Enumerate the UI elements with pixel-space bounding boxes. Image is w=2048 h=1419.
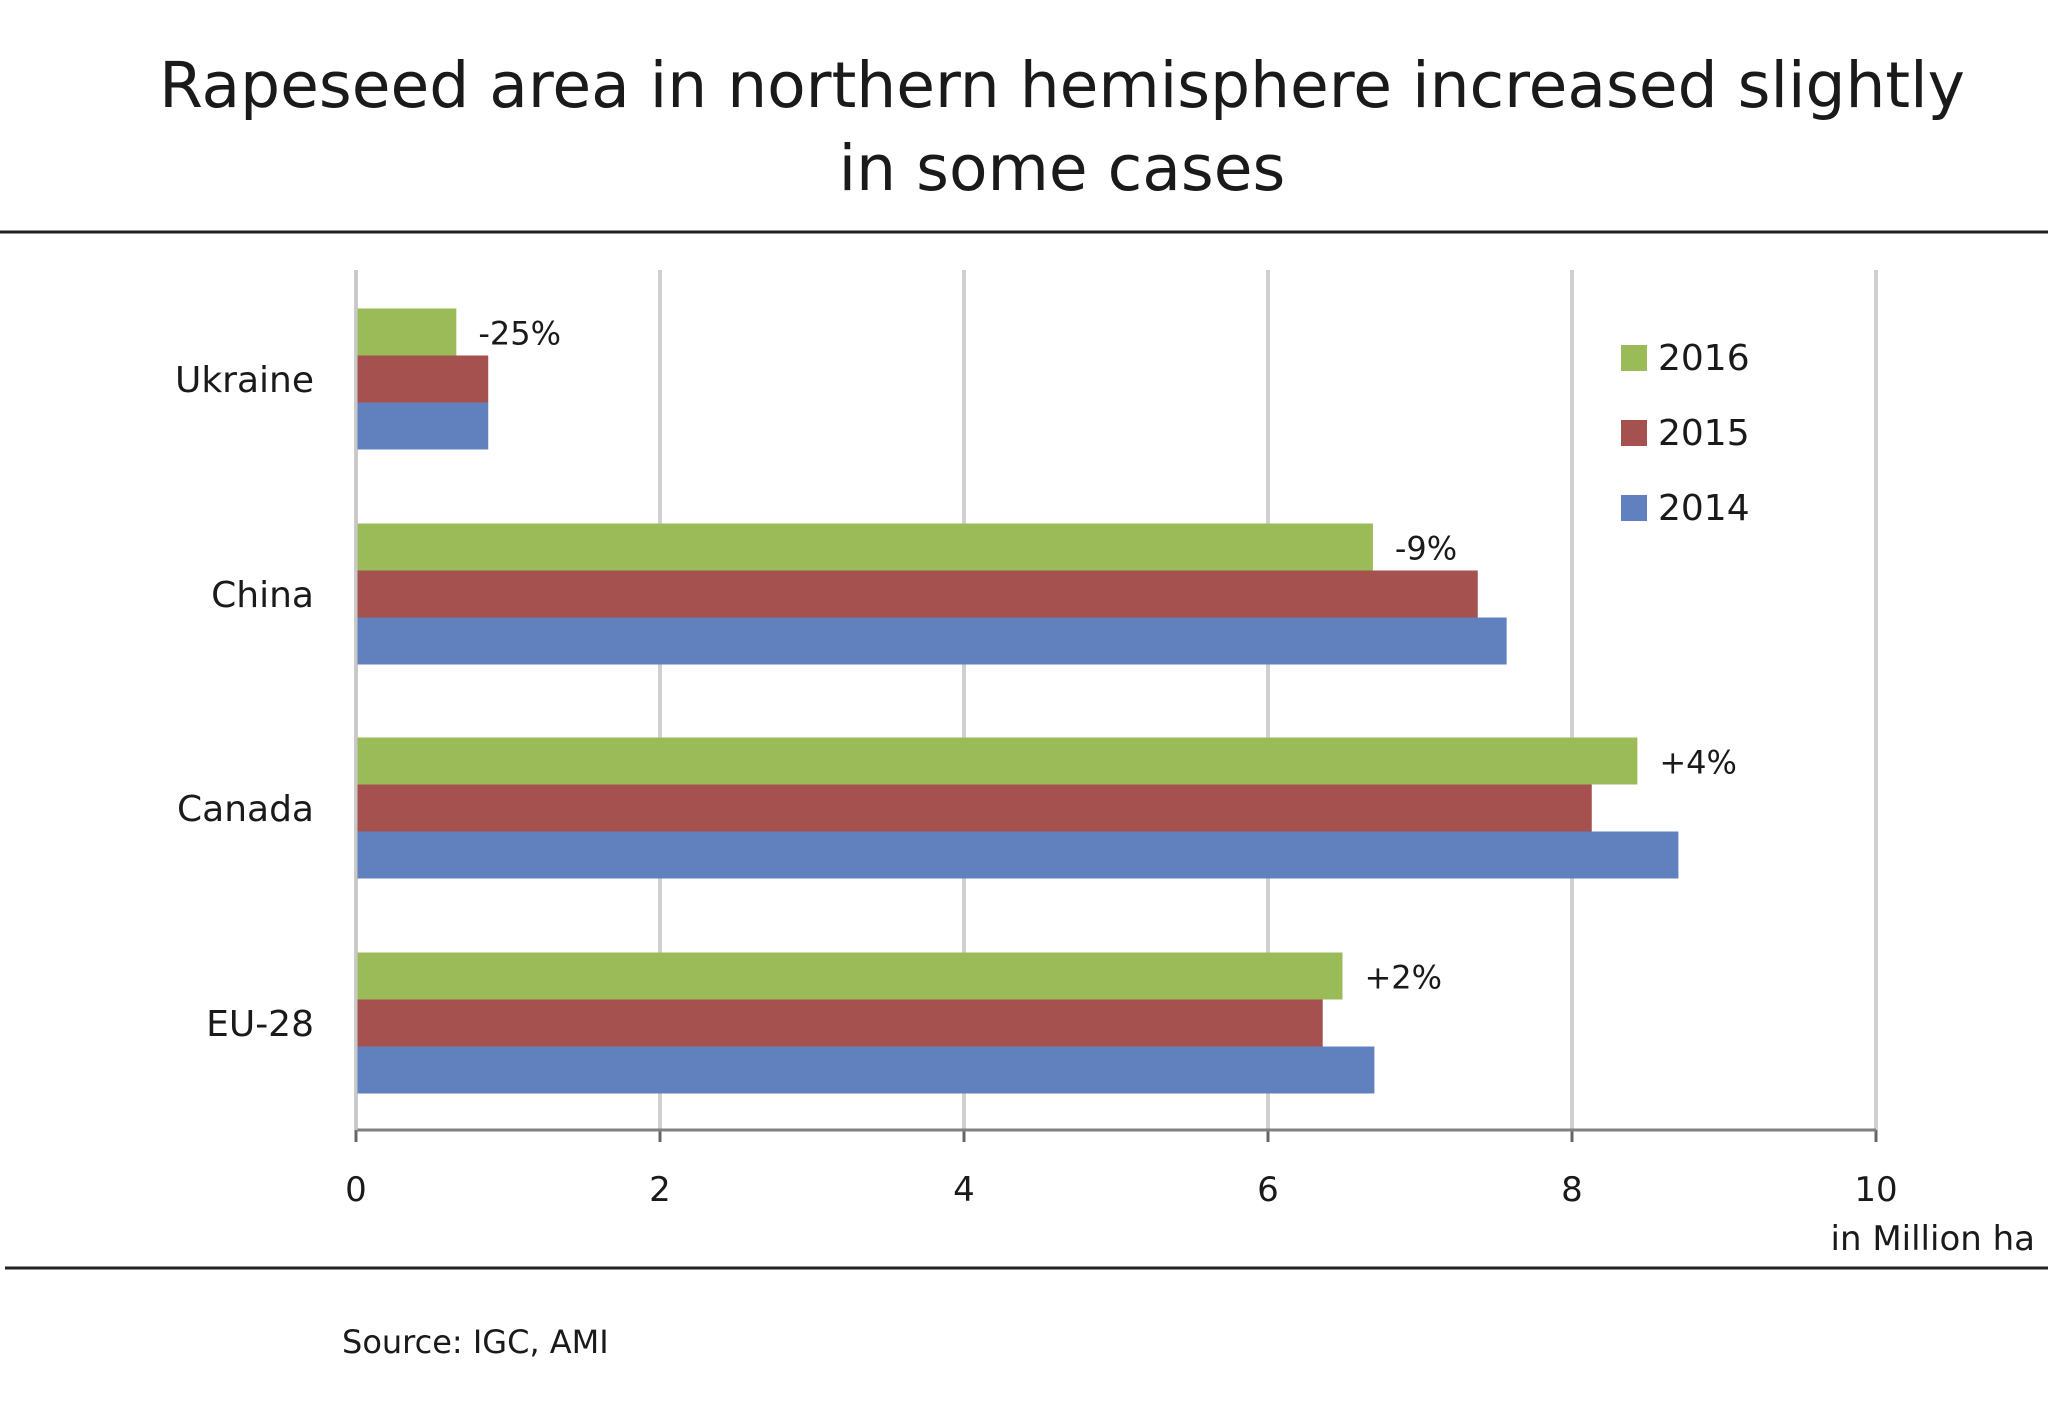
bar-ukraine-2014 bbox=[356, 402, 489, 450]
legend: 2016 2015 2014 bbox=[1621, 338, 1750, 529]
bar-china-2015 bbox=[356, 570, 1478, 618]
source-note: Source: IGC, AMI bbox=[342, 1323, 609, 1361]
legend-label-2014: 2014 bbox=[1658, 488, 1750, 529]
legend-swatch-2014 bbox=[1621, 495, 1647, 521]
x-tick-label: 8 bbox=[1561, 1170, 1583, 1210]
change-annotation: +2% bbox=[1364, 959, 1442, 997]
change-annotation: -9% bbox=[1395, 530, 1457, 568]
bar-canada-2016 bbox=[356, 737, 1638, 785]
change-annotation: +4% bbox=[1659, 744, 1737, 782]
x-tick-label: 10 bbox=[1854, 1170, 1897, 1210]
legend-swatch-2016 bbox=[1621, 345, 1647, 371]
x-tick-label: 0 bbox=[345, 1170, 367, 1210]
bar-eu-28-2016 bbox=[356, 952, 1343, 1000]
bars bbox=[356, 308, 1679, 1094]
change-annotation: -25% bbox=[478, 315, 561, 353]
bar-canada-2014 bbox=[356, 831, 1679, 879]
category-label: EU-28 bbox=[206, 1004, 314, 1045]
chart-title-line-1: Rapeseed area in northern hemisphere inc… bbox=[159, 49, 1965, 122]
category-label: China bbox=[211, 575, 314, 616]
legend-label-2016: 2016 bbox=[1658, 338, 1750, 379]
legend-label-2015: 2015 bbox=[1658, 413, 1750, 454]
chart-title-line-2: in some cases bbox=[839, 132, 1286, 205]
x-tick-label: 6 bbox=[1257, 1170, 1279, 1210]
x-axis: 0 2 4 6 8 10 bbox=[345, 270, 1898, 1210]
x-tick-label: 4 bbox=[953, 1170, 975, 1210]
bar-china-2016 bbox=[356, 523, 1373, 571]
bar-ukraine-2015 bbox=[356, 355, 489, 403]
bar-eu-28-2014 bbox=[356, 1046, 1375, 1094]
category-label: Ukraine bbox=[175, 360, 314, 401]
bar-eu-28-2015 bbox=[356, 999, 1323, 1047]
change-annotations: -25% -9% +4% +2% bbox=[478, 315, 1737, 997]
bar-ukraine-2016 bbox=[356, 308, 457, 356]
legend-swatch-2015 bbox=[1621, 420, 1647, 446]
category-labels: Ukraine China Canada EU-28 bbox=[175, 360, 314, 1045]
bar-china-2014 bbox=[356, 617, 1507, 665]
bar-canada-2015 bbox=[356, 784, 1592, 832]
x-tick-label: 2 bbox=[649, 1170, 671, 1210]
x-axis-label: in Million ha bbox=[1831, 1219, 2035, 1259]
category-label: Canada bbox=[177, 789, 314, 830]
